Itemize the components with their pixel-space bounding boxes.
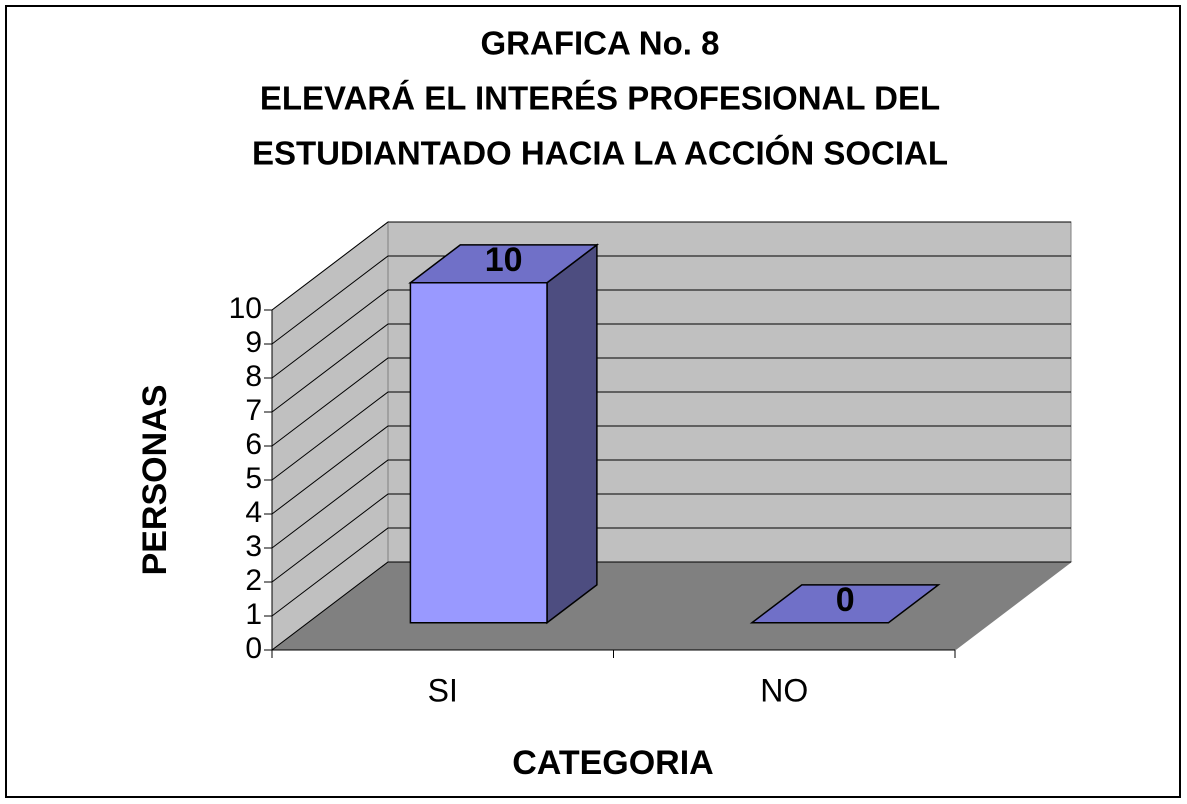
grid-line (271, 255, 1071, 345)
y-tick-label: 9 (245, 326, 262, 359)
y-tick-label: 6 (245, 428, 262, 461)
bar-top (749, 584, 941, 624)
y-tick-label: 7 (245, 394, 262, 427)
y-tick-label: 3 (245, 530, 262, 563)
y-tick-label: 4 (245, 496, 262, 529)
grid-line (271, 493, 1071, 583)
grid-line (271, 221, 1071, 311)
y-tick-label: 5 (245, 462, 262, 495)
x-tick-label: SI (428, 672, 458, 708)
grid-line (271, 425, 1071, 515)
data-label: 0 (836, 581, 855, 619)
grid-line (271, 527, 1071, 617)
chart-title: ESTUDIANTADO HACIA LA ACCIÓN SOCIAL (252, 135, 948, 172)
floor (270, 561, 1073, 651)
data-label: 10 (485, 241, 523, 279)
bar-side (546, 243, 598, 625)
grid-line (271, 357, 1071, 447)
y-tick-label: 0 (245, 632, 262, 665)
grid-line (271, 561, 1071, 651)
y-tick-label: 8 (245, 360, 262, 393)
x-axis-label: CATEGORIA (512, 744, 713, 782)
grid-line (271, 323, 1071, 413)
y-tick-label: 2 (245, 564, 262, 597)
y-tick-label: 10 (229, 292, 262, 325)
bar-top (408, 244, 600, 284)
x-tick-label: NO (760, 672, 808, 708)
chart-title: ELEVARÁ EL INTERÉS PROFESIONAL DEL (260, 80, 940, 117)
chart-title: GRAFICA No. 8 (481, 25, 720, 62)
y-axis-label: PERSONAS (136, 385, 174, 576)
grid-line (271, 459, 1071, 549)
bar (409, 281, 548, 624)
y-tick-label: 1 (245, 598, 262, 631)
grid-line (271, 289, 1071, 379)
grid-line (271, 391, 1071, 481)
